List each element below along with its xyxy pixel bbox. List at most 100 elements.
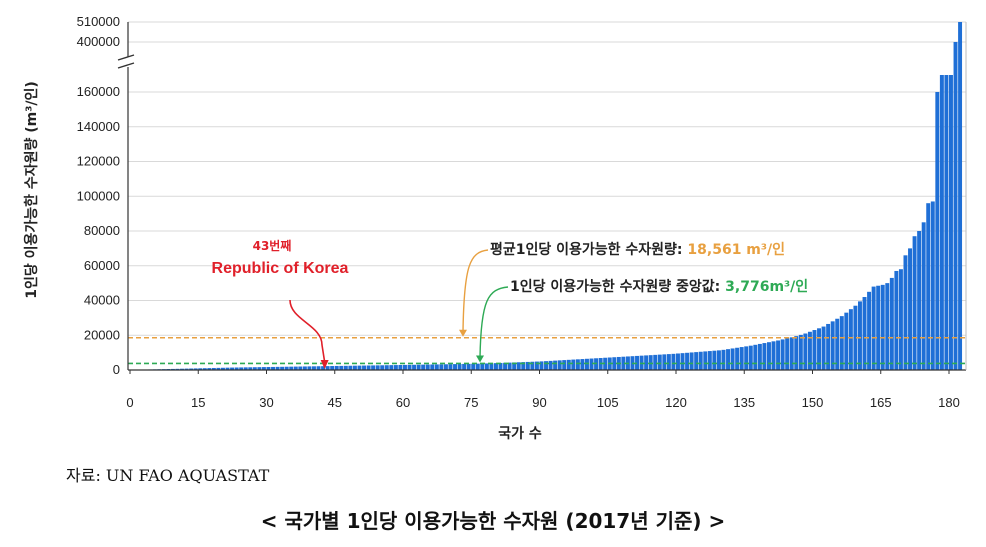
- bar: [403, 364, 407, 370]
- bar: [776, 340, 781, 370]
- bar: [908, 248, 912, 370]
- bar: [921, 222, 926, 370]
- bar: [585, 358, 589, 370]
- bar: [539, 361, 544, 370]
- bar: [207, 368, 212, 370]
- bar: [475, 363, 480, 370]
- bar: [694, 352, 699, 370]
- bar: [362, 365, 366, 370]
- mean-label: 평균1인당 이용가능한 수자원량:: [490, 241, 687, 258]
- bar: [853, 305, 858, 370]
- bar: [289, 366, 294, 370]
- bar: [812, 330, 817, 370]
- bar: [453, 364, 457, 370]
- bar: [707, 351, 712, 370]
- bar: [398, 364, 403, 370]
- bar: [302, 366, 307, 370]
- bar: [484, 363, 489, 370]
- bar: [844, 312, 849, 370]
- bar: [767, 342, 771, 370]
- bar: [407, 364, 412, 370]
- bar: [657, 354, 662, 370]
- korea-rank-label: 43번째: [253, 238, 292, 253]
- y-tick-labels: 0 20000 40000 60000 80000 100000 120000 140000 1…: [77, 14, 120, 377]
- axis-break-gap: [122, 57, 134, 67]
- bar: [257, 367, 262, 370]
- bar: [298, 366, 303, 370]
- bar: [762, 343, 767, 370]
- bar: [794, 336, 799, 370]
- bar: [958, 22, 963, 370]
- bar: [826, 323, 831, 370]
- bar: [189, 368, 194, 370]
- bar: [184, 368, 189, 370]
- bar: [384, 365, 389, 370]
- bar: [703, 351, 708, 370]
- bar: [225, 367, 230, 370]
- mean-value: 18,561 m³/인: [687, 241, 785, 258]
- bar: [216, 367, 221, 370]
- bar: [380, 365, 385, 370]
- water-resources-chart: 0 20000 40000 60000 80000 100000 120000 140000 1…: [23, 14, 967, 442]
- x-tick-label: 30: [259, 395, 273, 410]
- bar: [635, 355, 639, 370]
- bar: [926, 203, 931, 370]
- bar: [735, 347, 740, 370]
- bar: [553, 360, 558, 370]
- bar: [821, 326, 826, 370]
- bar: [575, 359, 580, 370]
- y-tick-label: 400000: [77, 34, 120, 49]
- bar: [339, 365, 344, 370]
- bar: [448, 364, 453, 370]
- bar: [562, 360, 567, 370]
- bar: [462, 363, 467, 370]
- y-tick-label: 100000: [77, 188, 120, 203]
- bar: [230, 367, 235, 370]
- bar: [416, 364, 421, 370]
- bar: [580, 359, 585, 370]
- bar: [457, 364, 462, 370]
- bar: [261, 367, 266, 370]
- bar: [343, 365, 348, 370]
- bar: [789, 337, 794, 370]
- bar: [525, 361, 530, 370]
- median-value: 3,776m³/인: [725, 278, 808, 295]
- bar: [530, 361, 535, 370]
- median-label: 1인당 이용가능한 수자원량 중앙값:: [510, 278, 725, 295]
- bar: [671, 353, 676, 370]
- bar: [817, 328, 821, 370]
- bar: [321, 366, 326, 370]
- bar: [421, 364, 426, 370]
- bar: [876, 285, 881, 370]
- median-annotation: 1인당 이용가능한 수자원량 중앙값: 3,776m³/인: [510, 278, 808, 295]
- bar: [935, 92, 940, 370]
- bar: [566, 359, 571, 370]
- bar: [243, 367, 248, 370]
- y-tick-label: 120000: [77, 154, 120, 169]
- bar: [198, 368, 203, 370]
- bar: [348, 365, 353, 370]
- bar: [312, 366, 316, 370]
- bar: [293, 366, 298, 370]
- x-tick-label: 180: [938, 395, 960, 410]
- korea-arrowhead: [320, 360, 329, 369]
- bar: [471, 363, 476, 370]
- bar: [412, 364, 417, 370]
- bar: [434, 364, 439, 370]
- bar: [443, 364, 448, 370]
- bar: [716, 350, 721, 370]
- bar: [930, 201, 935, 370]
- korea-arrow: [289, 299, 326, 363]
- source-note: 자료: UN FAO AQUASTAT: [66, 466, 270, 485]
- bar: [698, 351, 703, 370]
- bar: [248, 367, 253, 370]
- bar: [389, 365, 394, 370]
- bar: [644, 355, 649, 370]
- bar: [375, 365, 380, 370]
- bar: [393, 365, 398, 370]
- y-axis-title: 1인당 이용가능한 수자원량 (m³/인): [23, 81, 40, 299]
- bar: [867, 291, 872, 370]
- bar: [589, 358, 594, 370]
- bar: [430, 364, 435, 370]
- bar: [885, 283, 890, 370]
